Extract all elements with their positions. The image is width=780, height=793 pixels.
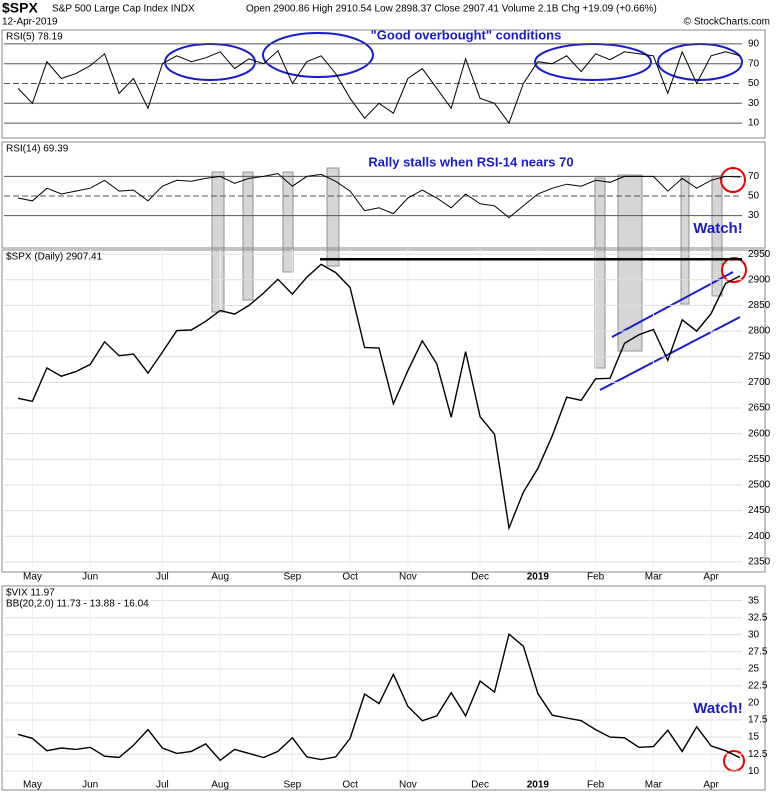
x-tick-label: Aug (211, 780, 229, 791)
x-tick-label: Mar (645, 572, 663, 583)
y-tick-label: 30 (748, 210, 760, 221)
x-tick-label: Nov (399, 572, 417, 583)
quote: Open 2900.86 High 2910.54 Low 2898.37 Cl… (246, 4, 657, 15)
x-tick-label: Apr (703, 780, 719, 791)
x-tick-label: Oct (342, 780, 358, 791)
legend: RSI(14) 69.39 (6, 144, 69, 155)
y-tick-label: 30 (748, 98, 760, 109)
x-tick-label: Nov (399, 780, 417, 791)
legend: $VIX 11.97 (6, 588, 55, 599)
y-tick-label: 32.5 (748, 612, 768, 623)
y-tick-label: 2750 (748, 351, 771, 362)
y-tick-label: 2400 (748, 531, 771, 542)
y-tick-label: 2600 (748, 428, 771, 439)
y-tick-label: 50 (748, 191, 760, 202)
x-tick-label: Jul (156, 572, 169, 583)
watch: Watch! (693, 220, 742, 237)
series-line (17, 263, 741, 531)
legend: $SPX (Daily) 2907.41 (6, 252, 103, 263)
annotation: Rally stalls when RSI-14 nears 70 (368, 154, 573, 169)
y-tick-label: 2500 (748, 480, 771, 491)
y-tick-label: 10 (748, 766, 760, 777)
y-tick-label: 2900 (748, 274, 771, 285)
series-line (17, 172, 741, 219)
series-line (17, 632, 741, 762)
y-tick-label: 2350 (748, 557, 771, 568)
x-tick-label: Dec (471, 780, 489, 791)
x-tick-label: 2019 (527, 780, 550, 791)
x-tick-label: Dec (471, 572, 489, 583)
x-tick-label: Jun (82, 572, 98, 583)
x-tick-label: Mar (645, 780, 663, 791)
y-tick-label: 50 (748, 78, 760, 89)
panel-frame (1, 141, 766, 249)
series-line (17, 49, 741, 125)
y-tick-label: 30 (748, 629, 760, 640)
x-tick-label: Feb (587, 572, 605, 583)
y-tick-label: 70 (748, 58, 760, 69)
annotation: "Good overbought" conditions (371, 27, 562, 42)
panel-frame (1, 249, 766, 573)
y-tick-label: 2550 (748, 454, 771, 465)
legend: RSI(5) 78.19 (6, 32, 63, 43)
x-tick-label: Oct (342, 572, 358, 583)
y-tick-label: 90 (748, 39, 760, 50)
x-tick-label: Jun (82, 780, 98, 791)
credit: © StockCharts.com (684, 17, 770, 28)
y-tick-label: 2650 (748, 403, 771, 414)
y-tick-label: 17.5 (748, 715, 768, 726)
y-tick-label: 2850 (748, 300, 771, 311)
bb-legend: BB(20,2.0) 11.73 - 13.88 - 16.04 (6, 599, 149, 610)
y-tick-label: 10 (748, 118, 760, 129)
watch: Watch! (693, 700, 742, 717)
y-tick-label: 70 (748, 171, 760, 182)
panel-frame (1, 29, 766, 139)
y-tick-label: 35 (748, 595, 760, 606)
name: S&P 500 Large Cap Index INDX (52, 4, 195, 15)
date: 12-Apr-2019 (2, 17, 58, 28)
y-tick-label: 27.5 (748, 646, 768, 657)
symbol: $SPX (2, 0, 38, 16)
x-tick-label: Sep (283, 572, 301, 583)
y-tick-label: 2700 (748, 377, 771, 388)
x-tick-label: Aug (211, 572, 229, 583)
x-tick-label: May (23, 780, 42, 791)
y-tick-label: 20 (748, 698, 760, 709)
x-tick-label: Apr (703, 572, 719, 583)
y-tick-label: 15 (748, 732, 760, 743)
x-tick-label: Sep (283, 780, 301, 791)
circles (720, 167, 747, 772)
highlight-bars (211, 167, 723, 369)
y-tick-label: 12.5 (748, 749, 768, 760)
x-tick-label: Jul (156, 780, 169, 791)
panel-frame (1, 585, 766, 791)
y-tick-label: 22.5 (748, 681, 768, 692)
y-tick-label: 2450 (748, 505, 771, 516)
y-tick-label: 2800 (748, 326, 771, 337)
x-tick-label: Feb (587, 780, 605, 791)
y-tick-label: 2950 (748, 249, 771, 260)
x-tick-label: May (23, 572, 42, 583)
x-tick-label: 2019 (527, 572, 550, 583)
y-tick-label: 25 (748, 663, 760, 674)
